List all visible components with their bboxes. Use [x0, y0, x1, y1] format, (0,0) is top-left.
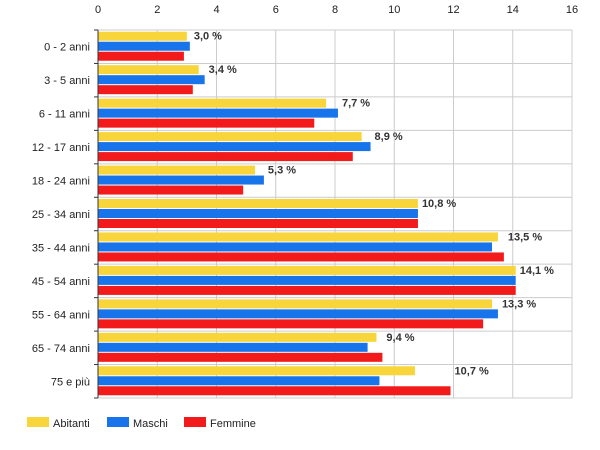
- axes: 0 2 4 6 8 10 12 14 16: [94, 4, 578, 399]
- data-label: 13,5 %: [508, 231, 542, 243]
- category-label: 3 - 5 anni: [44, 75, 90, 87]
- category-label: 75 e più: [51, 376, 90, 388]
- x-tick-label: 0: [95, 4, 101, 16]
- data-label: 9,4 %: [386, 332, 414, 344]
- bar-femmine: [98, 152, 353, 162]
- legend-swatch-femmine: [184, 417, 206, 427]
- category-label: 12 - 17 anni: [32, 142, 90, 154]
- bar-maschi: [98, 376, 380, 386]
- bar-abitanti: [98, 31, 187, 41]
- bar-femmine: [98, 185, 244, 195]
- x-tick-label: 10: [388, 4, 400, 16]
- bar-abitanti: [98, 232, 498, 242]
- category-label: 65 - 74 anni: [32, 343, 90, 355]
- category-label: 18 - 24 anni: [32, 176, 90, 188]
- legend-label-abitanti: Abitanti: [53, 418, 90, 430]
- data-label: 10,8 %: [422, 198, 456, 210]
- legend: Abitanti Maschi Femmine: [27, 417, 256, 430]
- bar-femmine: [98, 285, 516, 295]
- bar-maschi: [98, 309, 498, 319]
- data-label: 10,7 %: [455, 365, 489, 377]
- x-tick-label: 4: [213, 4, 219, 16]
- data-label: 3,0 %: [194, 31, 222, 43]
- bar-maschi: [98, 209, 418, 218]
- bar-maschi: [98, 142, 371, 152]
- data-label: 5,3 %: [268, 165, 296, 177]
- category-label: 25 - 34 anni: [32, 209, 90, 221]
- labels: 0 - 2 anni 3,0 % 3 - 5 anni 3,4 % 6 - 11 ann…: [32, 31, 554, 389]
- bar-abitanti: [98, 366, 415, 376]
- legend-swatch-abitanti: [27, 417, 49, 427]
- bar-femmine: [98, 51, 184, 61]
- bar-abitanti: [98, 65, 199, 75]
- legend-label-femmine: Femmine: [210, 418, 256, 430]
- category-label: 35 - 44 anni: [32, 242, 90, 254]
- data-label: 7,7 %: [342, 98, 370, 110]
- bar-maschi: [98, 275, 516, 285]
- bar-femmine: [98, 352, 383, 362]
- category-label: 0 - 2 anni: [44, 42, 90, 54]
- category-label: 55 - 64 anni: [32, 309, 90, 321]
- bar-maschi: [98, 342, 368, 352]
- category-label: 6 - 11 anni: [39, 109, 90, 121]
- bar-femmine: [98, 252, 504, 262]
- x-tick-label: 6: [273, 4, 279, 16]
- bar-femmine: [98, 85, 193, 95]
- bar-maschi: [98, 108, 338, 118]
- legend-label-maschi: Maschi: [133, 418, 168, 430]
- bar-maschi: [98, 242, 493, 252]
- grid-lines: [97, 29, 573, 399]
- bars: [98, 31, 516, 396]
- bar-abitanti: [98, 265, 516, 275]
- bar-femmine: [98, 118, 315, 128]
- x-tick-label: 14: [507, 4, 519, 16]
- bar-abitanti: [98, 165, 256, 175]
- bar-maschi: [98, 175, 264, 185]
- bar-abitanti: [98, 98, 327, 108]
- data-label: 8,9 %: [375, 131, 403, 143]
- legend-swatch-maschi: [107, 417, 129, 427]
- x-tick-label: 8: [332, 4, 338, 16]
- bar-abitanti: [98, 299, 493, 309]
- data-label: 14,1 %: [520, 265, 554, 277]
- x-tick-label: 12: [447, 4, 459, 16]
- x-tick-label: 16: [566, 4, 578, 16]
- bar-abitanti: [98, 199, 418, 208]
- bar-maschi: [98, 75, 205, 85]
- category-label: 45 - 54 anni: [32, 276, 90, 288]
- x-tick-label: 2: [154, 4, 160, 16]
- bar-abitanti: [98, 332, 377, 342]
- bar-maschi: [98, 41, 190, 51]
- bar-femmine: [98, 319, 484, 329]
- data-label: 13,3 %: [502, 298, 536, 310]
- bar-femmine: [98, 386, 451, 396]
- data-label: 3,4 %: [209, 64, 237, 76]
- bar-femmine: [98, 219, 418, 228]
- bar-abitanti: [98, 132, 362, 142]
